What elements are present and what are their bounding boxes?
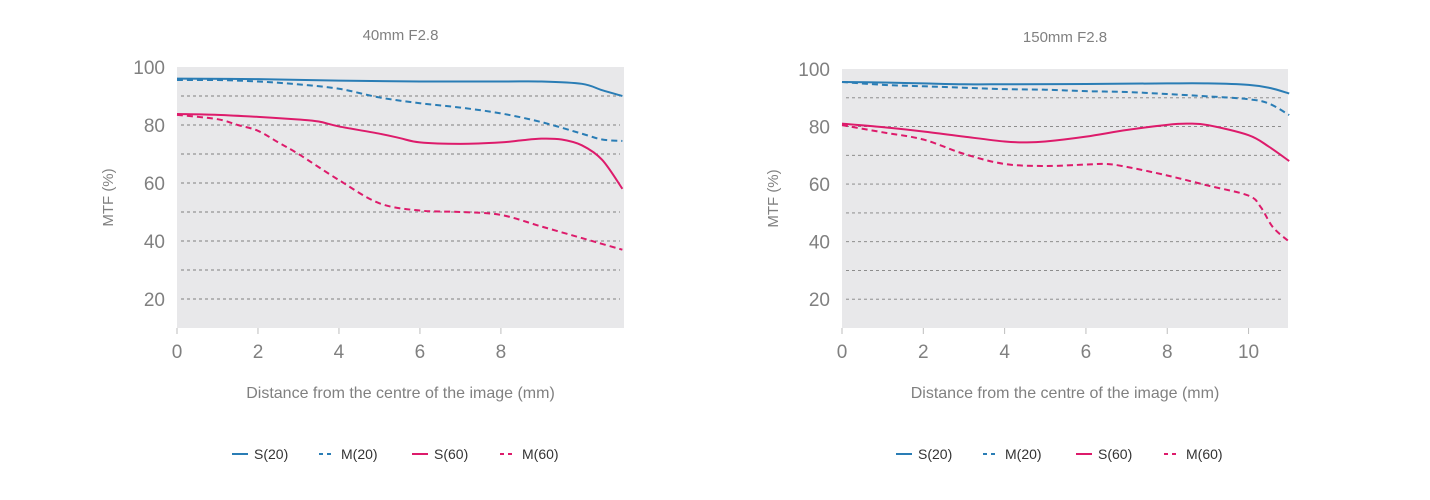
legend-label: S(60) — [434, 446, 468, 462]
chart-title: 40mm F2.8 — [363, 27, 439, 44]
legend: S(20) M(20) S(60) M(60) — [232, 446, 559, 462]
series-line-s-20 — [176, 77, 623, 97]
x-tick-label: 4 — [999, 342, 1010, 363]
series-line-m-20 — [176, 78, 623, 142]
legend-label: S(20) — [918, 446, 952, 462]
legend: S(20) M(20) S(60) M(60) — [896, 446, 1223, 462]
plot-area — [842, 69, 1288, 328]
legend-label: M(20) — [1005, 446, 1042, 462]
legend-item-m-20: M(20) — [319, 446, 378, 462]
x-tick-label: 2 — [918, 342, 929, 363]
legend-item-s-60: S(60) — [412, 446, 468, 462]
y-tick-label: 20 — [144, 290, 165, 311]
mtf-chart-40mm: 40mm F2.8 MTF (%) Distance from the cent… — [100, 27, 624, 462]
y-tick-label: 100 — [133, 58, 165, 79]
legend-label: M(60) — [522, 446, 559, 462]
y-tick-label: 60 — [809, 175, 830, 196]
series-line-s-60 — [841, 122, 1290, 162]
legend-item-m-60: M(60) — [500, 446, 559, 462]
y-tick-label: 80 — [809, 118, 830, 139]
legend-item-m-60: M(60) — [1164, 446, 1223, 462]
series-line-m-60 — [841, 124, 1290, 243]
x-axis-label: Distance from the centre of the image (m… — [246, 385, 555, 402]
x-tick-label: 8 — [496, 342, 507, 363]
legend-item-s-60: S(60) — [1076, 446, 1132, 462]
x-tick-label: 4 — [334, 342, 345, 363]
chart-title: 150mm F2.8 — [1023, 29, 1107, 46]
y-tick-label: 60 — [144, 174, 165, 195]
legend-label: S(20) — [254, 446, 288, 462]
x-tick-label: 2 — [253, 342, 264, 363]
y-tick-label: 20 — [809, 290, 830, 311]
mtf-chart-150mm: 150mm F2.8 MTF (%) Distance from the cen… — [765, 29, 1290, 462]
series-line-m-60 — [176, 113, 623, 251]
legend-item-s-20: S(20) — [232, 446, 288, 462]
y-tick-label: 40 — [144, 232, 165, 253]
plot-area — [177, 67, 624, 328]
legend-item-m-20: M(20) — [983, 446, 1042, 462]
x-tick-label: 6 — [1081, 342, 1092, 363]
y-tick-label: 80 — [144, 116, 165, 137]
legend-label: M(20) — [341, 446, 378, 462]
series-line-s-60 — [176, 112, 624, 190]
x-tick-label: 8 — [1162, 342, 1173, 363]
y-axis-label: MTF (%) — [100, 168, 117, 226]
legend-label: M(60) — [1186, 446, 1223, 462]
series-line-m-20 — [841, 80, 1290, 116]
y-axis-label: MTF (%) — [765, 169, 782, 227]
x-tick-label: 0 — [172, 342, 183, 363]
x-tick-label: 6 — [415, 342, 426, 363]
legend-item-s-20: S(20) — [896, 446, 952, 462]
legend-label: S(60) — [1098, 446, 1132, 462]
x-axis-label: Distance from the centre of the image (m… — [911, 385, 1220, 402]
series-line-s-20 — [841, 80, 1290, 95]
y-tick-label: 40 — [809, 233, 830, 254]
x-tick-label: 10 — [1238, 342, 1259, 363]
y-tick-label: 100 — [798, 60, 830, 81]
x-tick-label: 0 — [837, 342, 848, 363]
